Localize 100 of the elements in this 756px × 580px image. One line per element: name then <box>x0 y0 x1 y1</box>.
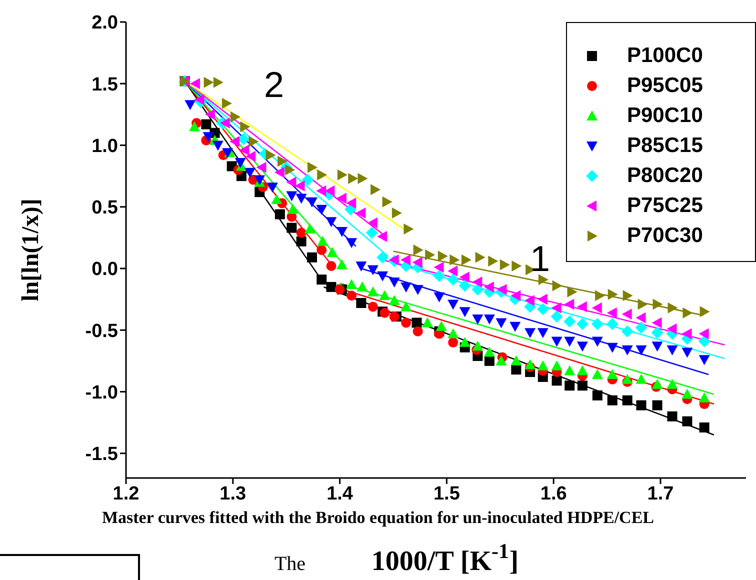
point <box>382 196 392 208</box>
point <box>551 336 562 347</box>
point <box>448 328 459 338</box>
point <box>317 236 328 246</box>
point <box>564 298 574 310</box>
point <box>606 342 618 353</box>
point <box>294 180 305 192</box>
point <box>652 298 663 310</box>
point <box>201 119 212 130</box>
point <box>368 302 378 312</box>
point <box>622 395 632 406</box>
point <box>286 191 298 202</box>
point <box>317 169 328 180</box>
point <box>296 194 307 204</box>
point <box>666 378 678 389</box>
text: The <box>274 553 306 575</box>
point <box>230 136 240 148</box>
point <box>496 284 507 295</box>
point <box>638 298 648 310</box>
point <box>667 411 678 422</box>
point <box>425 249 436 260</box>
point <box>698 335 710 348</box>
y-tick-label: 2.0 <box>92 12 118 34</box>
point <box>652 342 663 352</box>
point <box>606 368 618 379</box>
point <box>188 121 200 132</box>
point <box>552 376 562 386</box>
x-axis-title: 1000/T [K$^{-1}$] <box>371 539 519 577</box>
point <box>194 94 204 106</box>
point <box>607 395 618 406</box>
y-axis-title: ln[ln(1/x)] <box>18 198 44 302</box>
point <box>287 204 298 214</box>
point <box>484 314 495 325</box>
point <box>422 317 433 328</box>
point <box>636 374 647 384</box>
point <box>326 261 336 272</box>
y-tick-label: 1.0 <box>92 136 118 157</box>
point <box>551 360 562 370</box>
point <box>434 262 444 273</box>
point <box>564 365 576 376</box>
point <box>274 209 285 220</box>
point <box>244 168 256 178</box>
point <box>682 388 693 399</box>
point <box>370 184 381 196</box>
point <box>379 290 390 300</box>
point <box>608 288 618 300</box>
point <box>212 140 224 151</box>
point <box>484 346 495 357</box>
point <box>404 224 414 235</box>
point <box>636 345 647 356</box>
point <box>472 314 484 325</box>
point <box>682 307 693 318</box>
point <box>461 254 472 266</box>
x-tick-label: 1.6 <box>540 483 567 504</box>
point <box>682 348 693 358</box>
point <box>576 342 588 352</box>
point <box>577 380 588 391</box>
point <box>699 422 710 432</box>
point <box>666 323 677 334</box>
point <box>606 318 618 330</box>
point <box>412 318 422 328</box>
point <box>564 336 576 347</box>
point <box>184 100 196 110</box>
point <box>392 208 402 219</box>
point <box>552 280 562 292</box>
point <box>550 310 563 323</box>
point <box>621 325 634 338</box>
point <box>524 295 535 306</box>
point <box>666 345 678 356</box>
point <box>356 281 368 292</box>
point <box>484 356 494 366</box>
point <box>358 173 368 184</box>
point <box>412 256 422 268</box>
point <box>438 250 448 262</box>
point <box>606 307 617 318</box>
point <box>510 322 521 332</box>
x-tick-label: 1.7 <box>647 483 674 504</box>
point <box>576 318 588 330</box>
point <box>256 162 266 173</box>
point <box>239 144 250 156</box>
point <box>652 317 662 328</box>
point <box>698 355 710 366</box>
point <box>413 244 424 256</box>
y-tick-label: 0.0 <box>92 259 118 280</box>
point <box>302 174 314 186</box>
point <box>400 282 412 292</box>
point <box>213 76 224 88</box>
point <box>348 173 358 184</box>
y-tick-label: -1.0 <box>85 382 118 404</box>
point <box>202 132 214 142</box>
y-tick-label: 1.5 <box>92 74 118 96</box>
point <box>459 307 470 318</box>
x-tick-label: 1.2 <box>112 483 140 504</box>
point <box>511 364 522 375</box>
point <box>316 274 327 285</box>
point <box>436 320 447 331</box>
point <box>458 280 471 292</box>
point <box>434 292 445 302</box>
point <box>266 182 278 193</box>
point <box>622 374 633 384</box>
